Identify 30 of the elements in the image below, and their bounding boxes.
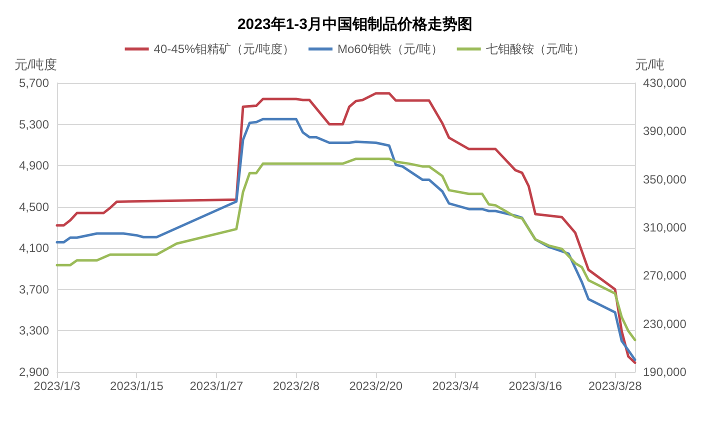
y-tick-label: 4,100 <box>18 241 50 256</box>
x-tick-label: 2023/3/4 <box>432 379 480 393</box>
legend-label: Mo60钼铁（元/吨） <box>338 42 443 56</box>
y-tick-label: 2,900 <box>18 365 50 379</box>
x-tick-label: 2023/1/3 <box>34 379 81 393</box>
y2-tick-label: 310,000 <box>643 220 687 234</box>
y2-tick-label: 390,000 <box>643 124 687 138</box>
legend-label: 七钼酸铵（元/吨） <box>486 42 586 56</box>
y2-tick-label: 190,000 <box>643 365 687 379</box>
x-tick-label: 2023/1/15 <box>110 379 164 393</box>
x-tick-label: 2023/2/20 <box>349 379 403 393</box>
chart-title: 2023年1-3月中国钼制品价格走势图 <box>237 16 473 33</box>
y2-tick-label: 230,000 <box>643 316 687 331</box>
y2-tick-label: 350,000 <box>643 172 687 186</box>
line-series <box>56 158 636 342</box>
x-tick-label: 2023/1/27 <box>190 379 244 393</box>
y2-tick-label: 270,000 <box>643 268 687 283</box>
y-axis-title: 元/吨度 <box>14 57 57 72</box>
y-tick-label: 3,700 <box>18 282 50 296</box>
x-tick-label: 2023/3/28 <box>588 379 642 393</box>
y-tick-label: 5,300 <box>18 117 50 132</box>
y2-axis-title: 元/吨 <box>635 57 665 72</box>
x-tick-label: 2023/3/16 <box>508 379 562 393</box>
legend-label: 40-45%钼精矿（元/吨度） <box>154 42 295 56</box>
y-tick-label: 4,900 <box>18 158 50 173</box>
y-tick-label: 5,700 <box>18 76 50 90</box>
y-tick-label: 3,300 <box>18 324 50 338</box>
y2-tick-label: 430,000 <box>643 76 687 90</box>
y-tick-label: 4,500 <box>18 200 50 214</box>
x-tick-label: 2023/2/8 <box>272 379 320 393</box>
